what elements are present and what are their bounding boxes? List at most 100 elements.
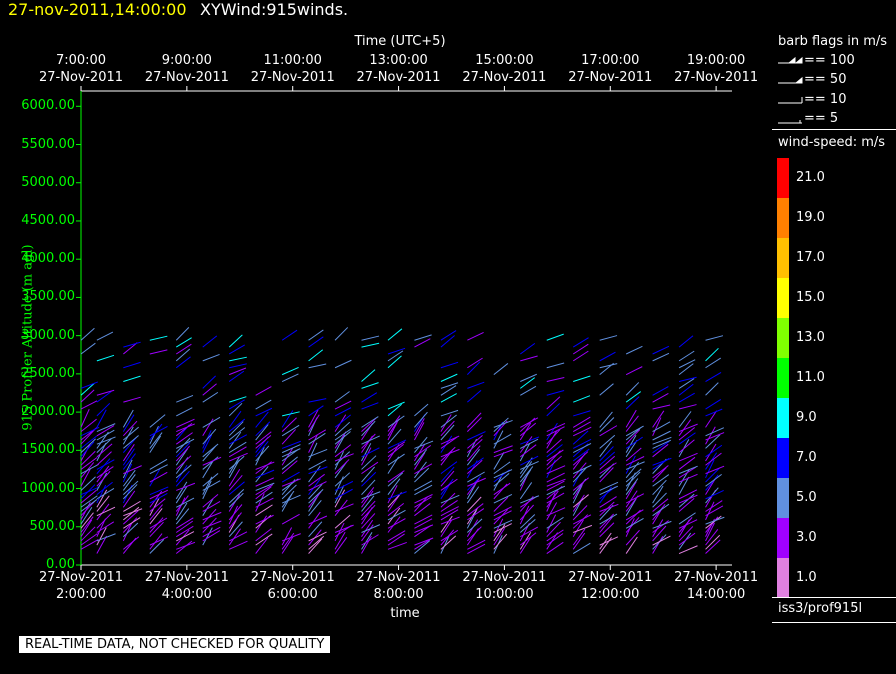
wind-barb <box>387 509 406 521</box>
wind-barb <box>493 445 513 454</box>
wind-barb <box>149 486 169 496</box>
wind-barb <box>80 486 100 496</box>
wind-barb <box>281 536 294 554</box>
wind-barb <box>493 518 504 537</box>
speed-swatch-label: 15.0 <box>796 290 825 305</box>
wind-barb <box>414 494 433 504</box>
wind-barb <box>414 440 434 449</box>
top-tick-time: 15:00:00 <box>475 53 534 68</box>
speed-swatch <box>777 398 789 438</box>
wind-barb <box>361 524 374 542</box>
wind-barb <box>80 342 96 355</box>
wind-barb <box>519 532 537 546</box>
wind-barb <box>80 538 99 550</box>
wind-barb <box>572 532 586 550</box>
wind-barb <box>122 444 135 462</box>
wind-barb <box>678 376 697 383</box>
wind-barb <box>255 431 272 445</box>
wind-barb <box>361 416 379 428</box>
wind-barb <box>228 446 247 458</box>
wind-barb <box>255 407 273 417</box>
wind-barb <box>308 491 322 508</box>
wind-barb <box>467 518 483 533</box>
speed-swatch <box>777 318 789 358</box>
wind-barb <box>652 492 667 508</box>
wind-barb <box>414 334 432 341</box>
wind-barb <box>546 465 566 475</box>
wind-barb <box>255 528 272 542</box>
wind-barb <box>255 424 269 441</box>
wind-barb <box>334 537 348 554</box>
wind-barb <box>80 526 96 542</box>
wind-barb <box>387 415 405 428</box>
wind-barb <box>255 461 275 470</box>
wind-barb <box>96 488 115 500</box>
x-tick-date: 27-Nov-2011 <box>462 570 547 585</box>
wind-barb <box>652 465 669 479</box>
wind-barb <box>467 457 484 470</box>
wind-barb <box>361 447 372 466</box>
wind-barb <box>387 478 401 495</box>
wind-barb <box>520 461 539 470</box>
wind-barb <box>493 527 505 546</box>
wind-barb <box>255 482 275 491</box>
speed-swatch-label: 9.0 <box>796 410 817 425</box>
wind-barb <box>308 409 319 428</box>
wind-barb <box>599 411 613 428</box>
wind-barb <box>334 489 346 508</box>
wind-barb <box>123 465 142 475</box>
wind-barb <box>493 519 513 529</box>
wind-barb <box>80 429 96 445</box>
y-tick-label: 4000.00 <box>21 251 75 267</box>
barb-legend-100: == 100 <box>804 53 855 68</box>
wind-barb <box>80 468 91 487</box>
wind-barb <box>334 480 354 491</box>
wind-barb <box>705 432 725 441</box>
wind-barb <box>123 500 141 512</box>
wind-barb <box>519 422 537 437</box>
wind-barb <box>493 472 510 487</box>
wind-barb <box>361 504 376 521</box>
wind-barb <box>572 528 586 546</box>
wind-barb <box>625 447 642 462</box>
wind-barb <box>149 464 168 475</box>
wind-barb <box>96 506 116 517</box>
wind-barb <box>440 373 458 382</box>
wind-barb <box>96 354 115 362</box>
wind-barb <box>625 478 639 495</box>
wind-barb <box>308 466 328 475</box>
wind-barb <box>572 350 589 362</box>
wind-barb <box>572 430 589 445</box>
speed-swatch-label: 5.0 <box>796 490 817 505</box>
wind-barb <box>281 533 301 542</box>
wind-barb <box>202 493 219 508</box>
wind-barb <box>175 343 192 355</box>
wind-barb <box>493 533 508 550</box>
wind-barb <box>387 355 402 369</box>
wind-barb <box>228 468 241 487</box>
wind-barb <box>546 449 564 462</box>
wind-barb <box>414 443 426 462</box>
wind-barb <box>440 466 455 483</box>
wind-barb <box>546 492 565 504</box>
legend-panel: barb flags in m/s == 100 == 50 == 10 == … <box>772 31 896 623</box>
wind-barb <box>202 501 221 512</box>
wind-barb <box>387 401 405 410</box>
wind-barb <box>387 541 407 550</box>
wind-barb <box>705 516 725 525</box>
wind-barb <box>123 342 138 355</box>
wind-barb <box>80 500 96 517</box>
wind-barb <box>149 425 159 445</box>
top-tick-date: 27-Nov-2011 <box>674 70 759 85</box>
wind-barb <box>202 383 217 396</box>
wind-barb <box>281 448 301 458</box>
wind-barb <box>202 480 212 500</box>
wind-barb <box>414 449 428 466</box>
wind-barb <box>308 432 326 445</box>
wind-barb <box>625 455 636 474</box>
wind-barb <box>625 345 643 355</box>
wind-barb <box>440 393 457 403</box>
wind-barb <box>308 448 328 458</box>
wind-barb <box>228 431 242 449</box>
wind-barb <box>176 438 195 449</box>
